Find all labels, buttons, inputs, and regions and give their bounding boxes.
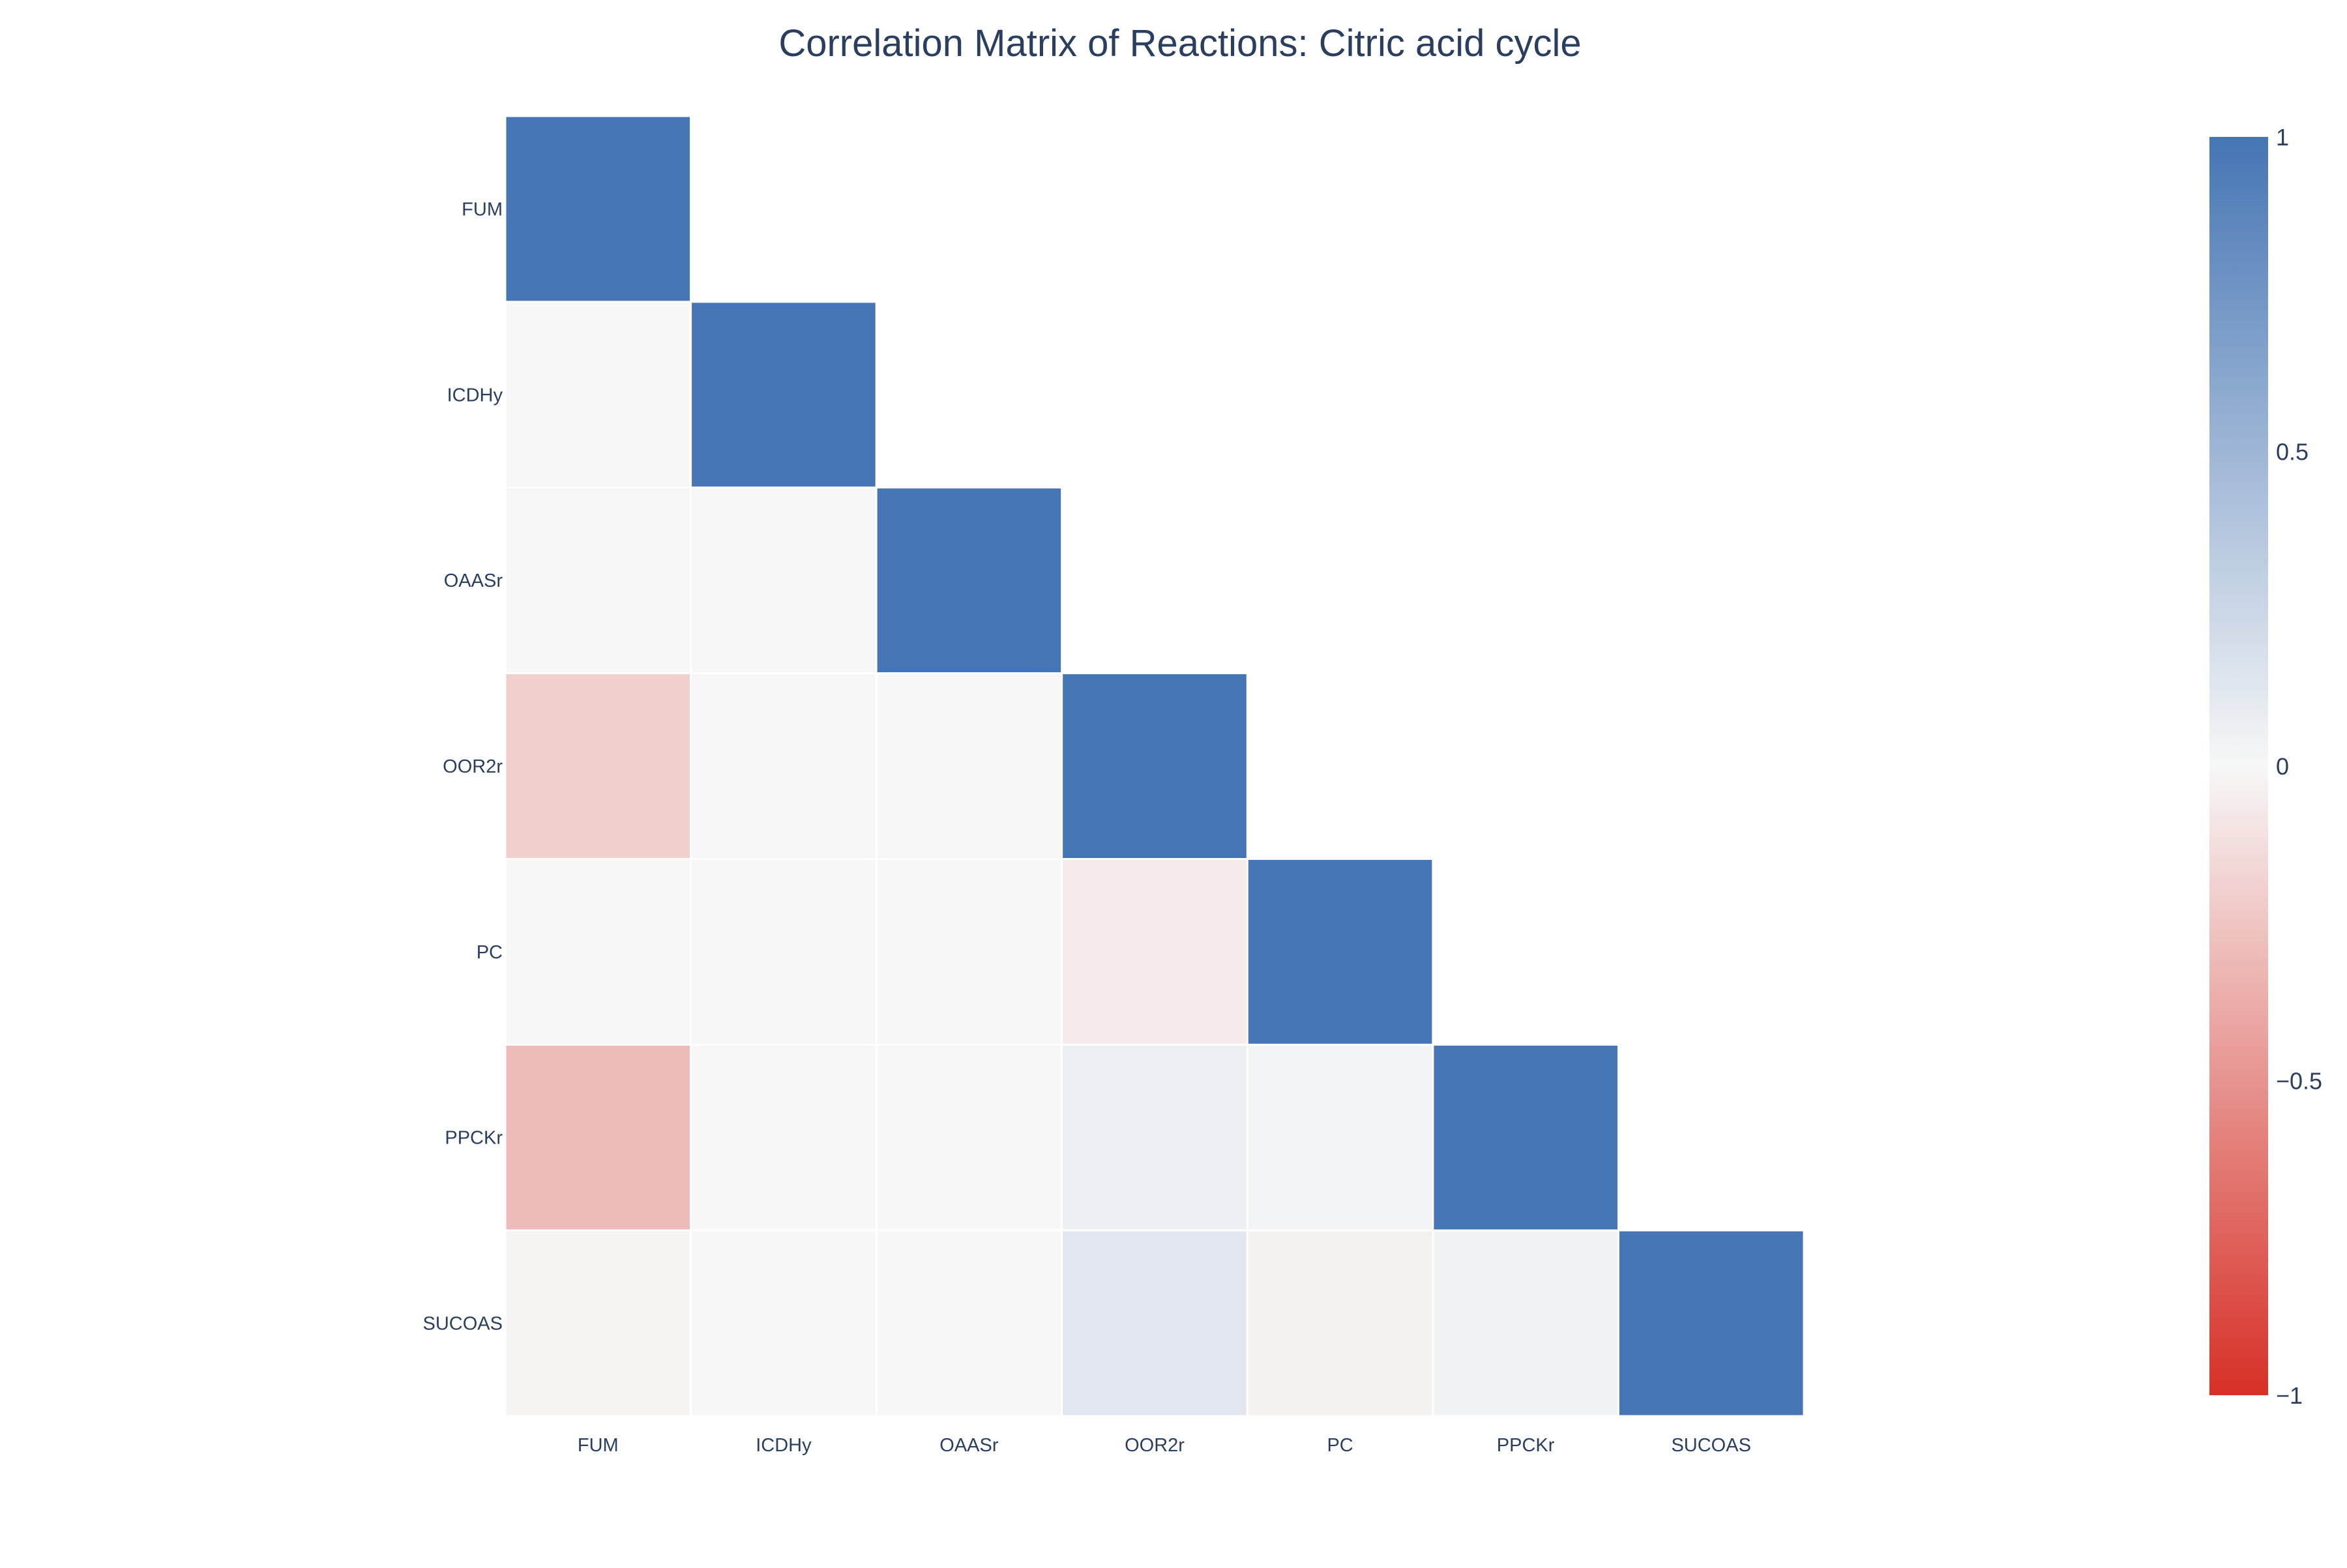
heatmap-cell-PC-OOR2r	[1063, 859, 1247, 1044]
x-tick-label-PPCKr: PPCKr	[1497, 1435, 1555, 1456]
y-tick-label-ICDHy: ICDHy	[447, 385, 503, 406]
heatmap-cell-ICDHy-FUM	[506, 303, 690, 487]
heatmap-cell-SUCOAS-SUCOAS	[1619, 1231, 1803, 1415]
heatmap-cell-PC-ICDHy	[692, 859, 876, 1044]
heatmap-cell-OOR2r-OOR2r	[1063, 674, 1247, 858]
heatmap-cell-OAASr-OAASr	[877, 488, 1061, 673]
heatmap-cell-SUCOAS-FUM	[506, 1231, 690, 1415]
heatmap-cell-OAASr-ICDHy	[692, 488, 876, 673]
heatmap-cell-PC-PC	[1248, 859, 1432, 1044]
y-tick-label-SUCOAS: SUCOAS	[423, 1314, 503, 1335]
colorbar: 1 0.5 0 −0.5 −1	[2209, 124, 2322, 1409]
y-tick-label-OOR2r: OOR2r	[443, 756, 503, 777]
colorbar-tick-label: 0	[2276, 753, 2289, 780]
heatmap-cell-OOR2r-OAASr	[877, 674, 1061, 858]
heatmap-cell-OOR2r-ICDHy	[692, 674, 876, 858]
heatmap-cell-PPCKr-OAASr	[877, 1045, 1061, 1230]
y-tick-label-PC: PC	[477, 942, 503, 963]
heatmap-cell-PC-OAASr	[877, 859, 1061, 1044]
heatmap-cell-ICDHy-ICDHy	[692, 303, 876, 487]
x-tick-label-SUCOAS: SUCOAS	[1671, 1435, 1750, 1456]
heatmap-cells	[506, 117, 1803, 1415]
y-tick-label-OAASr: OAASr	[444, 570, 503, 591]
heatmap-cell-FUM-FUM	[506, 117, 690, 301]
heatmap-cell-PPCKr-ICDHy	[692, 1045, 876, 1230]
heatmap-cell-PPCKr-OOR2r	[1063, 1045, 1247, 1230]
colorbar-tick-label: −1	[2276, 1382, 2303, 1409]
heatmap-cell-SUCOAS-OAASr	[877, 1231, 1061, 1415]
x-tick-label-OAASr: OAASr	[939, 1435, 999, 1456]
y-axis: FUM ICDHy OAASr OOR2r PC PPCKr SUCOAS	[423, 199, 503, 1334]
heatmap-cell-SUCOAS-PPCKr	[1434, 1231, 1617, 1415]
colorbar-tick-label: −0.5	[2276, 1068, 2322, 1095]
heatmap-cell-SUCOAS-PC	[1248, 1231, 1432, 1415]
chart-title: Correlation Matrix of Reactions: Citric …	[778, 22, 1581, 65]
heatmap-cell-OAASr-FUM	[506, 488, 690, 673]
colorbar-gradient	[2209, 137, 2268, 1395]
heatmap-cell-SUCOAS-OOR2r	[1063, 1231, 1247, 1415]
heatmap-cell-PC-FUM	[506, 859, 690, 1044]
x-tick-label-ICDHy: ICDHy	[756, 1435, 812, 1456]
heatmap-cell-PPCKr-PC	[1248, 1045, 1432, 1230]
heatmap-cell-PPCKr-PPCKr	[1434, 1045, 1617, 1230]
colorbar-tick-label: 0.5	[2276, 439, 2309, 466]
y-tick-label-FUM: FUM	[462, 199, 503, 220]
heatmap-cell-PPCKr-FUM	[506, 1045, 690, 1230]
colorbar-tick-label: 1	[2276, 124, 2289, 151]
y-tick-label-PPCKr: PPCKr	[445, 1128, 503, 1149]
heatmap-cell-OOR2r-FUM	[506, 674, 690, 858]
x-tick-label-FUM: FUM	[578, 1435, 619, 1456]
x-tick-label-OOR2r: OOR2r	[1125, 1435, 1185, 1456]
x-tick-label-PC: PC	[1327, 1435, 1353, 1456]
heatmap-cell-SUCOAS-ICDHy	[692, 1231, 876, 1415]
x-axis: FUM ICDHy OAASr OOR2r PC PPCKr SUCOAS	[578, 1435, 1751, 1456]
